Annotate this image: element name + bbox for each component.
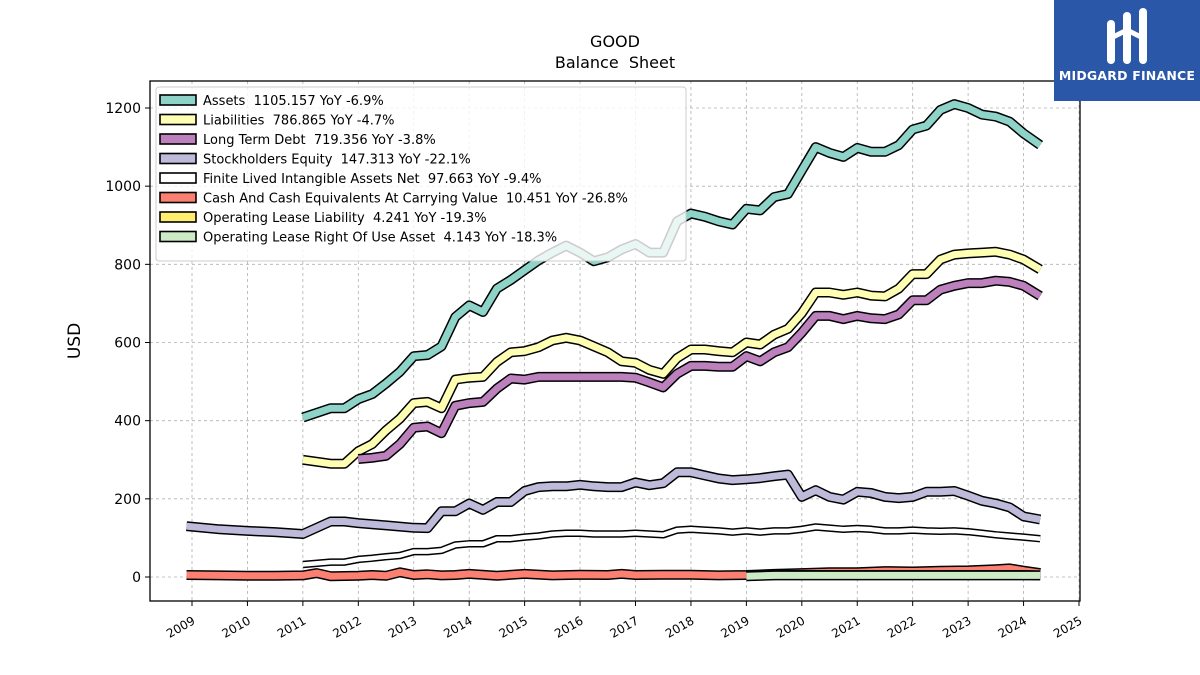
series-stroke <box>302 524 1041 567</box>
legend-swatch <box>159 94 197 106</box>
x-tick-label: 2023 <box>940 613 973 640</box>
x-tick-label: 2012 <box>330 613 363 640</box>
legend-swatch <box>159 152 197 165</box>
legend-entry: Operating Lease Right Of Use Asset 4.143… <box>203 231 557 246</box>
legend-swatch <box>159 133 197 145</box>
y-tick-label: 600 <box>114 336 141 352</box>
x-tick-label: 2025 <box>1051 613 1084 640</box>
x-tick-label: 2009 <box>164 613 197 640</box>
y-tick-label: 800 <box>114 257 141 273</box>
series-line-long-term-debt <box>357 275 1043 464</box>
legend: Assets 1105.157 YoY -6.9% Liabilities 786… <box>155 86 687 262</box>
x-tick-label: 2014 <box>441 613 474 640</box>
legend-swatch <box>159 230 197 243</box>
x-tick-label: 2015 <box>497 613 530 640</box>
x-tick-label: 2020 <box>774 613 807 640</box>
brand-logo: MIDGARD FINANCE <box>1054 0 1200 101</box>
legend-box <box>155 86 687 262</box>
x-tick-label: 2022 <box>885 613 918 640</box>
legend-entry: Finite Lived Intangible Assets Net 97.66… <box>203 172 542 187</box>
chart-subtitle: Balance Sheet <box>555 53 675 72</box>
y-axis-label: USD <box>65 323 85 359</box>
x-tick-label: 2021 <box>829 613 862 640</box>
series-stroke <box>357 277 1043 463</box>
series-line-finite-lived-intangible-assets-net <box>302 523 1041 569</box>
y-tick-label: 400 <box>114 414 141 430</box>
x-tick-label: 2017 <box>608 613 641 640</box>
x-tick-label: 2010 <box>219 613 252 640</box>
y-tick-label: 0 <box>132 570 141 586</box>
y-tick-label: 200 <box>114 492 141 508</box>
brand-mark-icon <box>1107 8 1147 64</box>
legend-entry: Long Term Debt 719.356 YoY -3.8% <box>203 133 436 148</box>
x-tick-label: 2018 <box>663 613 696 640</box>
x-tick-label: 2011 <box>275 613 308 640</box>
legend-entry: Operating Lease Liability 4.241 YoY -19.… <box>203 211 487 226</box>
chart-title: GOOD <box>590 32 640 51</box>
series-outline <box>186 467 1042 539</box>
legend-entry: Assets 1105.157 YoY -6.9% <box>203 94 384 109</box>
legend-swatch <box>159 172 197 184</box>
series-line-stockholders-equity <box>186 467 1042 539</box>
brand-name: MIDGARD FINANCE <box>1058 68 1196 83</box>
series-line-liabilities <box>302 246 1043 469</box>
legend-swatch <box>159 211 197 223</box>
series-stroke <box>746 571 1041 580</box>
legend-swatch <box>159 191 197 204</box>
x-tick-label: 2019 <box>718 613 751 640</box>
x-tick-label: 2013 <box>386 613 419 640</box>
legend-entry: Liabilities 786.865 YoY -4.7% <box>203 114 395 129</box>
legend-entry: Stockholders Equity 147.313 YoY -22.1% <box>203 153 471 168</box>
series-line-operating-lease-right-of-use-asset <box>746 570 1041 582</box>
y-tick-label: 1000 <box>105 179 141 195</box>
series-stroke <box>302 248 1042 468</box>
series-stroke <box>186 468 1041 538</box>
legend-swatch <box>159 113 197 126</box>
x-tick-label: 2016 <box>552 613 585 640</box>
legend-entry: Cash And Cash Equivalents At Carrying Va… <box>203 192 628 207</box>
y-tick-label: 1200 <box>105 101 141 117</box>
plot-frame <box>149 80 1081 602</box>
x-tick-label: 2024 <box>996 613 1029 640</box>
